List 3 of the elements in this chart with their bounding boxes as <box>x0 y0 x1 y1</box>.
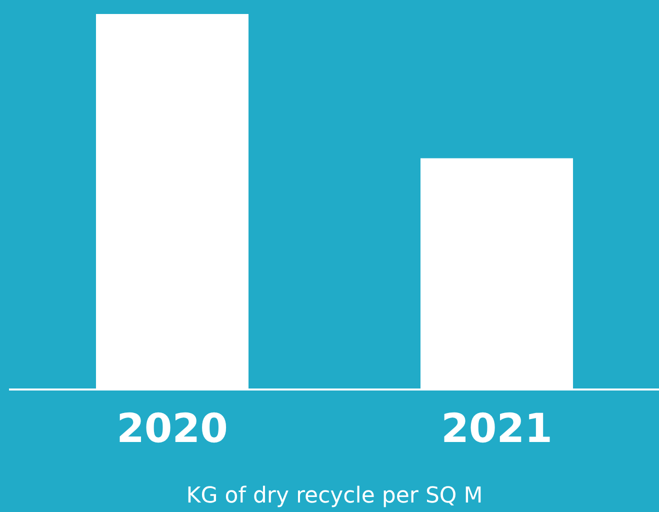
x-tick-label: 2021 <box>441 406 552 452</box>
x-axis-title: KG of dry recycle per SQ M <box>186 484 483 509</box>
x-tick-label: 2020 <box>116 406 228 452</box>
